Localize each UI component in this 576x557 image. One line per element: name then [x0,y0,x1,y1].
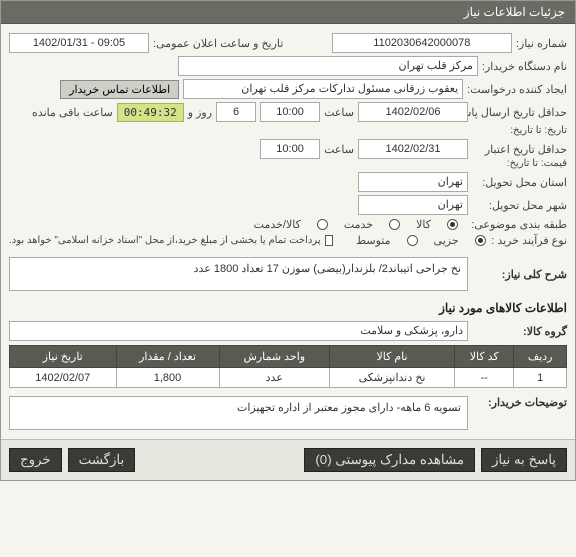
days-value: 6 [216,102,256,122]
items-table: ردیف کد کالا نام کالا واحد شمارش تعداد /… [9,345,567,388]
radio-medium[interactable] [407,235,418,246]
loc-work-label: استان محل تحویل: [472,176,567,189]
category-label: طبقه بندی موضوعی: [462,218,567,231]
cell-name: نخ دندانپزشکی [330,368,455,388]
deadline-date: 1402/02/06 [358,102,468,122]
group-label: گروه کالا: [472,325,567,338]
announce-label: تاریخ و ساعت اعلان عمومی: [153,37,283,50]
radio-service[interactable] [389,219,400,230]
cell-qty: 1,800 [116,368,219,388]
req-no-label: شماره نیاز: [516,37,567,50]
time-label-2: ساعت [324,143,354,156]
buyer-notes-label: توضیحات خریدار: [472,396,567,409]
desc-text: نخ جراحی اتیباند2/ بلزندار(بیضی) سوزن 17… [9,257,468,291]
valid-time: 10:00 [260,139,320,159]
bottom-action-bar: پاسخ به نیاز مشاهده مدارک پیوستی (0) باز… [1,439,575,480]
radio-partial[interactable] [475,235,486,246]
th-date: تاریخ نیاز [10,346,117,368]
days-label: روز و [188,106,212,119]
radio-goods[interactable] [447,219,458,230]
pay-note: پرداخت تمام یا بخشی از مبلغ خرید،از محل … [9,235,321,246]
group-value: دارو، پزشکی و سلامت [9,321,468,341]
cell-code: -- [455,368,514,388]
loc-deliver-label: شهر محل تحویل: [472,199,567,212]
cell-idx: 1 [514,368,567,388]
th-name: نام کالا [330,346,455,368]
cat-both-label: کالا/خدمت [254,218,301,231]
radio-both[interactable] [317,219,328,230]
window-title: جزئیات اطلاعات نیاز [1,1,575,24]
purchase-radios: جزیی متوسط [356,234,486,247]
buyer-org-label: نام دستگاه خریدار: [482,60,567,73]
exit-button[interactable]: خروج [9,448,62,472]
valid-date: 1402/02/31 [358,139,468,159]
contact-info-button[interactable]: اطلاعات تماس خریدار [60,80,179,99]
table-row[interactable]: 1 -- نخ دندانپزشکی عدد 1,800 1402/02/07 [10,368,567,388]
time-label-1: ساعت [324,106,354,119]
th-unit: واحد شمارش [219,346,330,368]
cat-goods-label: کالا [416,218,431,231]
form-content: شماره نیاز: 1102030642000078 تاریخ و ساع… [1,24,575,439]
purchase-type-label: نوع فرآیند خرید : [490,234,567,247]
remaining-label: ساعت باقی مانده [32,106,113,119]
desc-label: شرح کلی نیاز: [472,268,567,281]
req-no-value: 1102030642000078 [332,33,512,53]
payment-checkbox[interactable] [325,235,334,246]
back-button[interactable]: بازگشت [68,448,136,472]
th-row: ردیف [514,346,567,368]
creator-label: ایجاد کننده درخواست: [467,83,567,96]
details-window: جزئیات اطلاعات نیاز شماره نیاز: 11020306… [0,0,576,481]
category-radios: کالا خدمت کالا/خدمت [254,218,458,231]
attachments-button[interactable]: مشاهده مدارک پیوستی (0) [304,448,475,472]
cell-unit: عدد [219,368,330,388]
valid-label: حداقل تاریخ اعتبار [472,143,567,156]
opt-medium-label: متوسط [356,234,391,247]
buyer-org-value: مرکز قلب تهران [178,56,478,76]
announce-value: 1402/01/31 - 09:05 [9,33,149,53]
price-until-label: قیمت: تا تاریخ: [472,158,567,169]
cell-date: 1402/02/07 [10,368,117,388]
buyer-notes-text: تسویه 6 ماهه- دارای مجوز معتبر از اداره … [9,396,468,430]
section2-title: اطلاعات کالاهای مورد نیاز [9,301,567,317]
loc-deliver-value: تهران [358,195,468,215]
th-code: کد کالا [455,346,514,368]
loc-work-value: تهران [358,172,468,192]
countdown-timer: 00:49:32 [117,103,184,122]
deadline-time: 10:00 [260,102,320,122]
th-qty: تعداد / مقدار [116,346,219,368]
respond-button[interactable]: پاسخ به نیاز [481,448,567,472]
creator-value: یعقوب زرقانی مسئول تدارکات مرکز قلب تهرا… [183,79,463,99]
cat-service-label: خدمت [344,218,373,231]
table-header-row: ردیف کد کالا نام کالا واحد شمارش تعداد /… [10,346,567,368]
opt-partial-label: جزیی [434,234,459,247]
until-label: تاریخ: تا تاریخ: [472,125,567,136]
deadline-label: حداقل تاریخ ارسال پاسخ: [472,106,567,119]
